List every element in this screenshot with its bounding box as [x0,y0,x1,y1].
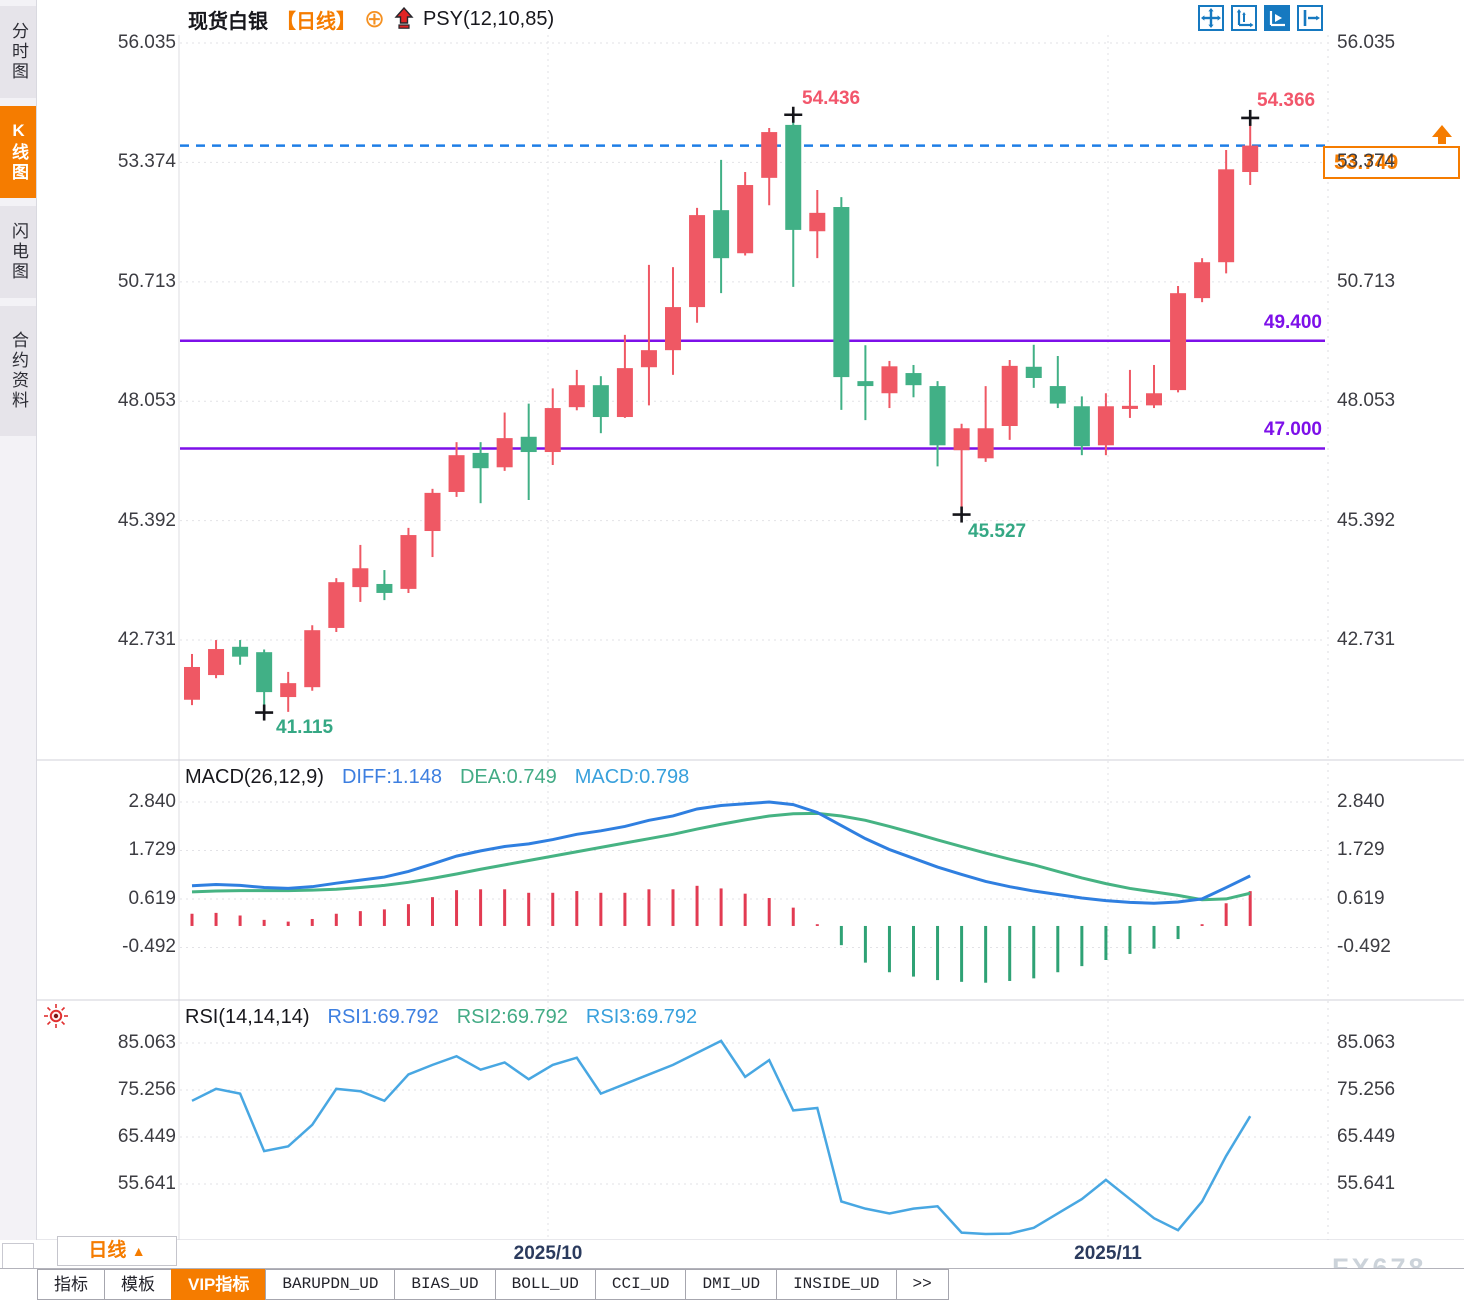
macd-dea-value: DEA:0.749 [459,766,557,788]
indicator-tab-9[interactable]: INSIDE_UD [776,1269,897,1300]
candle-body[interactable] [1121,405,1138,409]
auto-follow-icon[interactable] [1264,5,1290,31]
candle-body[interactable] [929,386,946,446]
period-arrow-icon: ▲ [131,1243,146,1259]
candle-body[interactable] [1194,262,1211,299]
candle-body[interactable] [376,583,393,593]
indicator-tab-10[interactable]: >> [895,1269,949,1300]
rsi-header: RSI(14,14,14) RSI1:69.792 RSI2:69.792 RS… [185,1006,697,1029]
chart-canvas[interactable] [0,0,1464,1240]
x-axis-date-october: 2025/10 [513,1243,583,1264]
candle-body[interactable] [905,373,922,386]
candle-body[interactable] [496,438,513,468]
chart-toolbar [1198,5,1323,31]
sidebar-tab-4[interactable]: 合约资料 [0,306,36,436]
candle-body[interactable] [640,350,657,368]
indicator-name[interactable]: PSY(12,10,85) [422,7,555,30]
candle-body[interactable] [953,428,970,451]
candle-body[interactable] [544,408,561,453]
red-up-arrow-icon [393,7,415,31]
candle-body[interactable] [857,381,874,387]
sidebar-tab-2[interactable]: K线图 [0,106,36,198]
macd-diff-line [191,800,1251,905]
pan-to-latest-icon[interactable] [1297,5,1323,31]
period-selector-button[interactable]: 日线 ▲ [57,1236,177,1266]
candle-body[interactable] [424,492,441,532]
candle-body[interactable] [448,455,465,492]
indicator-tab-6[interactable]: BOLL_UD [494,1269,596,1300]
indicator-tab-4[interactable]: BARUPDN_UD [265,1269,396,1300]
candle-body[interactable] [184,666,200,700]
candle-body[interactable] [568,385,585,408]
candle-body[interactable] [1097,406,1114,446]
candle-body[interactable] [520,436,537,453]
candle-body[interactable] [737,185,754,254]
macd-hist-value: MACD:0.798 [574,766,690,788]
sidebar-tab-3[interactable]: 闪电图 [0,206,36,298]
x-axis-row: 2025/10 2025/11 [37,1241,1464,1268]
indicator-tab-5[interactable]: BIAS_UD [394,1269,496,1300]
candle-body[interactable] [881,366,898,394]
indicator-tab-bar: 指标 模板 VIP指标 BARUPDN_UD BIAS_UD BOLL_UD CCI_UD D… [0,1268,1464,1300]
macd-diff-value: DIFF:1.148 [341,766,442,788]
indicator-tab-2[interactable]: 模板 [104,1269,172,1300]
candle-body[interactable] [328,582,345,628]
candle-body[interactable] [665,307,681,351]
candle-body[interactable] [592,385,609,418]
candle-body[interactable] [352,568,369,588]
fit-scale-icon[interactable] [1231,5,1257,31]
candle-body[interactable] [1001,365,1018,427]
candle-body[interactable] [472,452,489,469]
candle-body[interactable] [833,207,850,378]
candle-body[interactable] [1218,169,1235,263]
candle-body[interactable] [232,646,249,657]
candle-body[interactable] [1025,366,1042,378]
candle-body[interactable] [689,215,706,308]
candle-body[interactable] [1073,406,1090,447]
candle-body[interactable] [785,124,802,230]
rsi3-value: RSI3:69.792 [585,1006,698,1028]
move-chart-icon[interactable] [1198,5,1224,31]
candle-body[interactable] [400,535,417,589]
candle-body[interactable] [713,210,730,259]
x-axis-date-november: 2025/11 [1074,1243,1142,1264]
circle-plus-icon[interactable]: ⊕ [364,5,385,33]
indicator-tab-8[interactable]: DMI_UD [685,1269,778,1300]
symbol-name: 现货白银 [188,10,268,33]
current-price-badge[interactable]: 53.749 [1323,146,1460,179]
candle-body[interactable] [1049,386,1066,404]
rsi1-value: RSI1:69.792 [327,1006,439,1028]
candle-body[interactable] [1170,293,1187,391]
candle-body[interactable] [616,368,633,418]
candle-body[interactable] [1242,145,1259,173]
timeframe-tag[interactable]: 【日线】 [276,10,356,33]
candle-body[interactable] [208,649,225,676]
macd-title[interactable]: MACD(26,12,9) [185,766,324,788]
macd-header: MACD(26,12,9) DIFF:1.148 DEA:0.749 MACD:… [185,766,689,789]
candle-body[interactable] [977,428,994,459]
candle-body[interactable] [809,212,826,232]
indicator-tab-1[interactable]: 指标 [37,1269,105,1300]
period-label: 日线 [88,1240,127,1261]
indicator-tab-7[interactable]: CCI_UD [594,1269,687,1300]
candle-body[interactable] [1146,393,1162,406]
candle-body[interactable] [304,630,321,688]
macd-dea-line [191,811,1251,902]
left-sidebar: 分时图 K线图闪电图合约资料 [0,0,37,1240]
rsi-title[interactable]: RSI(14,14,14) [185,1006,310,1028]
sidebar-tab-1[interactable]: 分时图 [0,6,36,98]
rsi2-value: RSI2:69.792 [456,1006,568,1028]
indicator-tab-3[interactable]: VIP指标 [171,1269,267,1300]
rsi-line [191,1039,1252,1236]
chart-header: 现货白银 【日线】 ⊕ PSY(12,10,85) [188,5,554,33]
candle-body[interactable] [256,652,273,693]
candle-body[interactable] [761,132,778,178]
candle-body[interactable] [280,683,297,698]
